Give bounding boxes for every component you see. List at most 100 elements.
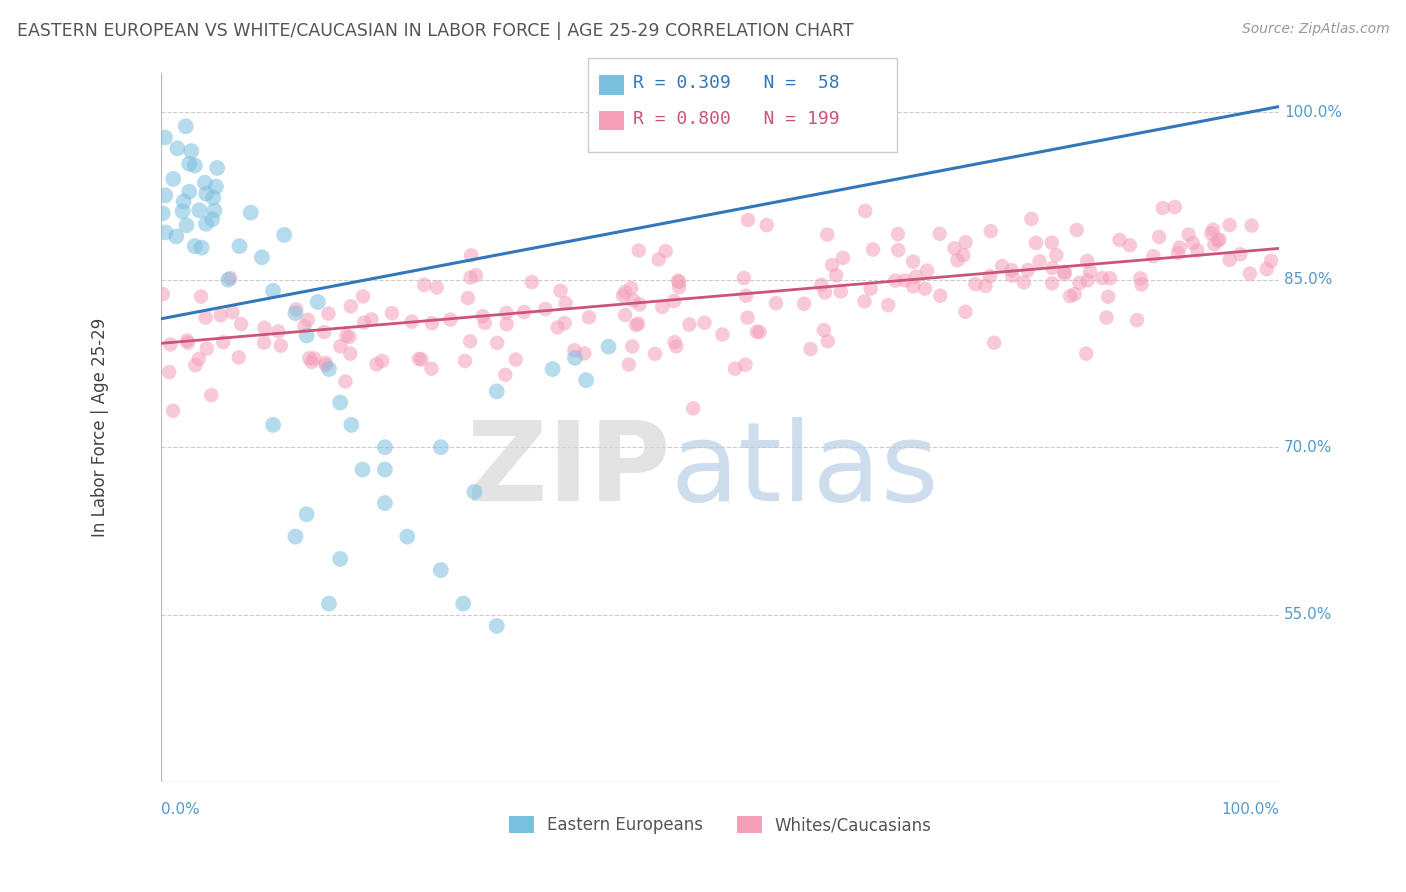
Point bbox=[1040, 277, 1063, 291]
Point bbox=[1208, 233, 1230, 247]
Point bbox=[621, 339, 644, 353]
Point bbox=[550, 284, 572, 298]
Point bbox=[821, 258, 844, 272]
Point bbox=[1069, 276, 1091, 290]
Point bbox=[665, 339, 688, 353]
Point bbox=[366, 357, 388, 371]
Point bbox=[250, 250, 273, 264]
Point bbox=[165, 229, 187, 244]
Point bbox=[745, 325, 768, 339]
Point bbox=[929, 288, 952, 302]
Point bbox=[229, 317, 252, 331]
Point bbox=[859, 282, 882, 296]
Point bbox=[1066, 223, 1088, 237]
Point bbox=[1053, 265, 1076, 279]
Point bbox=[340, 417, 363, 432]
Text: EASTERN EUROPEAN VS WHITE/CAUCASIAN IN LABOR FORCE | AGE 25-29 CORRELATION CHART: EASTERN EUROPEAN VS WHITE/CAUCASIAN IN L… bbox=[17, 22, 853, 40]
Point bbox=[270, 339, 292, 353]
Point bbox=[329, 395, 352, 409]
Point bbox=[800, 342, 823, 356]
Point bbox=[1012, 275, 1035, 289]
Point bbox=[979, 269, 1001, 284]
Point bbox=[825, 268, 848, 283]
Point bbox=[439, 312, 461, 326]
Point bbox=[974, 279, 997, 293]
Point bbox=[474, 316, 496, 330]
Point bbox=[471, 310, 494, 324]
Text: Source: ZipAtlas.com: Source: ZipAtlas.com bbox=[1241, 22, 1389, 37]
Point bbox=[884, 274, 907, 288]
Point bbox=[176, 334, 198, 348]
Point bbox=[374, 462, 396, 476]
Point bbox=[298, 351, 321, 366]
Point bbox=[1095, 310, 1118, 325]
Point bbox=[396, 530, 419, 544]
Point bbox=[814, 285, 837, 300]
Point bbox=[494, 368, 516, 382]
Point bbox=[668, 275, 690, 289]
Point bbox=[1126, 313, 1149, 327]
Point bbox=[153, 130, 176, 145]
Point bbox=[513, 305, 536, 319]
Point bbox=[155, 226, 177, 240]
Point bbox=[1181, 236, 1204, 251]
Point bbox=[172, 204, 194, 219]
Point bbox=[623, 293, 645, 308]
Point bbox=[575, 373, 598, 387]
Point bbox=[578, 310, 600, 325]
Point bbox=[297, 312, 319, 326]
Point bbox=[644, 347, 666, 361]
Point bbox=[554, 316, 576, 330]
Legend: Eastern Europeans, Whites/Caucasians: Eastern Europeans, Whites/Caucasians bbox=[509, 816, 932, 834]
Point bbox=[815, 227, 838, 242]
Point bbox=[454, 354, 477, 368]
Point bbox=[737, 310, 759, 325]
Point bbox=[485, 619, 508, 633]
Point bbox=[304, 351, 326, 366]
Point bbox=[1021, 211, 1043, 226]
Point bbox=[329, 552, 352, 566]
Point bbox=[830, 285, 852, 299]
Point bbox=[1053, 267, 1076, 281]
Point bbox=[651, 300, 673, 314]
Point bbox=[353, 315, 375, 329]
Point bbox=[295, 328, 318, 343]
Point bbox=[360, 312, 382, 326]
Point bbox=[617, 358, 640, 372]
Point bbox=[813, 323, 835, 337]
Point bbox=[1098, 271, 1121, 285]
Point bbox=[485, 384, 508, 399]
Point bbox=[1240, 219, 1263, 233]
Point bbox=[315, 358, 337, 372]
Point bbox=[460, 270, 482, 285]
Point bbox=[184, 239, 207, 253]
Point bbox=[159, 337, 181, 351]
Point bbox=[1239, 267, 1261, 281]
Point bbox=[620, 281, 643, 295]
Point bbox=[853, 204, 876, 219]
Point bbox=[955, 305, 977, 319]
Point bbox=[187, 351, 209, 366]
Point bbox=[180, 144, 202, 158]
Point bbox=[420, 316, 443, 330]
Point bbox=[262, 284, 284, 298]
Point bbox=[253, 335, 276, 350]
Point bbox=[915, 263, 938, 277]
Point bbox=[166, 141, 188, 155]
Point bbox=[426, 280, 449, 294]
Point bbox=[205, 161, 228, 175]
Point bbox=[408, 351, 430, 366]
Point bbox=[188, 203, 211, 218]
Point bbox=[295, 508, 318, 522]
Point bbox=[1218, 252, 1240, 267]
Point bbox=[965, 277, 987, 292]
Point bbox=[733, 271, 755, 285]
Point bbox=[877, 298, 900, 312]
Point bbox=[374, 496, 396, 510]
Point bbox=[352, 289, 374, 303]
Point bbox=[177, 335, 200, 350]
Point bbox=[887, 227, 910, 241]
Point bbox=[371, 354, 394, 368]
Point bbox=[1168, 241, 1191, 255]
Point bbox=[624, 318, 647, 332]
